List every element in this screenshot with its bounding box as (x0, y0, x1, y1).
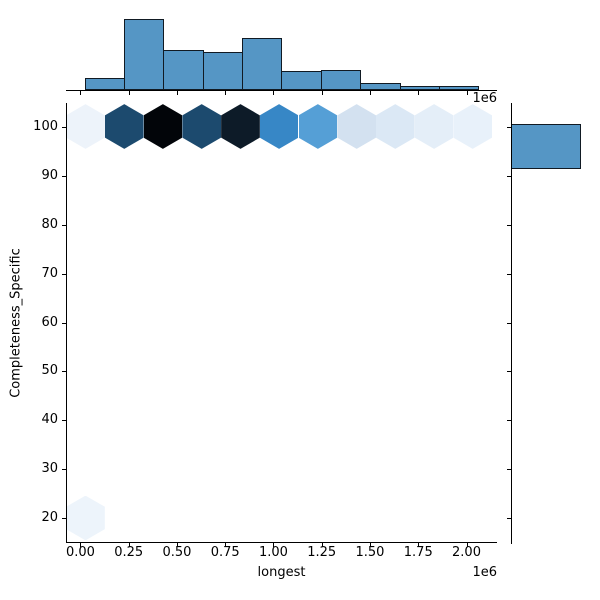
x-tick (128, 543, 130, 547)
y-tick-label: 70 (41, 265, 58, 281)
right-y-tick (507, 175, 511, 177)
y-tick-label: 30 (41, 461, 58, 477)
x-tick-label: 0.50 (162, 545, 192, 560)
right-marginal-left-spine (511, 103, 512, 544)
x-tick-label: 0.25 (114, 545, 144, 560)
hexbin-cell (104, 104, 144, 149)
top-x-tick (466, 91, 468, 95)
right-y-tick (507, 469, 511, 471)
y-tick-label: 20 (41, 510, 58, 526)
x-tick (369, 543, 371, 547)
top-x-tick (273, 91, 275, 95)
x-tick-label: 1.50 (355, 545, 385, 560)
x-axis-label: longest (257, 565, 306, 580)
top-x-tick (321, 91, 323, 95)
x-tick-label: 0.75 (210, 545, 240, 560)
top-marginal-axes (66, 10, 497, 90)
y-tick-label: 100 (33, 118, 58, 134)
y-tick (62, 469, 66, 471)
top-x-tick (80, 91, 82, 95)
top-marginal-bottom-spine (66, 90, 497, 91)
y-tick (62, 273, 66, 275)
x-tick (176, 543, 178, 547)
top-x-tick (418, 91, 420, 95)
x-tick-label: 1.00 (259, 545, 288, 560)
y-tick-label: 40 (41, 412, 58, 428)
main-bottom-spine (66, 542, 497, 543)
top-x-tick (128, 91, 130, 95)
y-tick (62, 518, 66, 520)
y-tick (62, 126, 66, 128)
right-y-tick (507, 420, 511, 422)
x-offset-label-top: 1e6 (472, 91, 497, 106)
top-hist-bar (84, 78, 125, 90)
x-tick (80, 543, 82, 547)
hexbin-cell (66, 495, 105, 541)
right-hist-bar (511, 123, 582, 169)
top-x-tick (369, 91, 371, 95)
right-y-tick (507, 371, 511, 373)
hexbin-cell (375, 104, 415, 149)
y-tick (62, 371, 66, 373)
y-tick (62, 224, 66, 226)
y-tick-label: 80 (41, 216, 58, 232)
hexbin-cell (414, 104, 454, 149)
y-tick (62, 420, 66, 422)
top-hist-bar (242, 37, 283, 90)
x-tick-label: 1.25 (307, 545, 337, 560)
x-tick (273, 543, 275, 547)
hexbin-cell (337, 104, 377, 149)
x-tick (225, 543, 227, 547)
right-y-tick (507, 126, 511, 128)
y-tick (62, 322, 66, 324)
y-tick-label: 60 (41, 314, 58, 330)
main-axes (66, 103, 497, 542)
top-hist-bar (360, 82, 401, 90)
hexbin-cell (182, 104, 222, 149)
x-tick-label: 1.75 (403, 545, 433, 560)
hexbin-cell (143, 104, 183, 149)
top-hist-bar (320, 69, 362, 90)
hexbin-cell (221, 104, 260, 149)
right-y-tick (507, 322, 511, 324)
hexbin-cell (66, 104, 105, 149)
x-tick-label: 2.00 (452, 545, 481, 560)
y-tick (62, 175, 66, 177)
right-y-tick (507, 518, 511, 520)
x-tick (418, 543, 420, 547)
x-tick (321, 543, 323, 547)
hexbin-cell (298, 104, 338, 149)
x-offset-label-bottom: 1e6 (472, 565, 497, 580)
hexbin-cell (453, 104, 493, 149)
main-left-spine (66, 103, 67, 543)
right-y-tick (507, 273, 511, 275)
top-hist-bar (281, 71, 322, 90)
hexbin-cell (259, 104, 299, 149)
x-tick (466, 543, 468, 547)
top-hist-bar (123, 18, 165, 90)
y-tick-label: 90 (41, 167, 58, 183)
right-marginal-axes (511, 103, 589, 542)
right-y-tick (507, 224, 511, 226)
top-x-tick (225, 91, 227, 95)
x-tick-label: 0.00 (65, 545, 95, 560)
top-x-tick (176, 91, 178, 95)
top-hist-bar (438, 86, 480, 90)
y-tick-label: 50 (41, 363, 58, 379)
top-hist-bar (163, 50, 204, 90)
top-hist-bar (202, 52, 243, 90)
